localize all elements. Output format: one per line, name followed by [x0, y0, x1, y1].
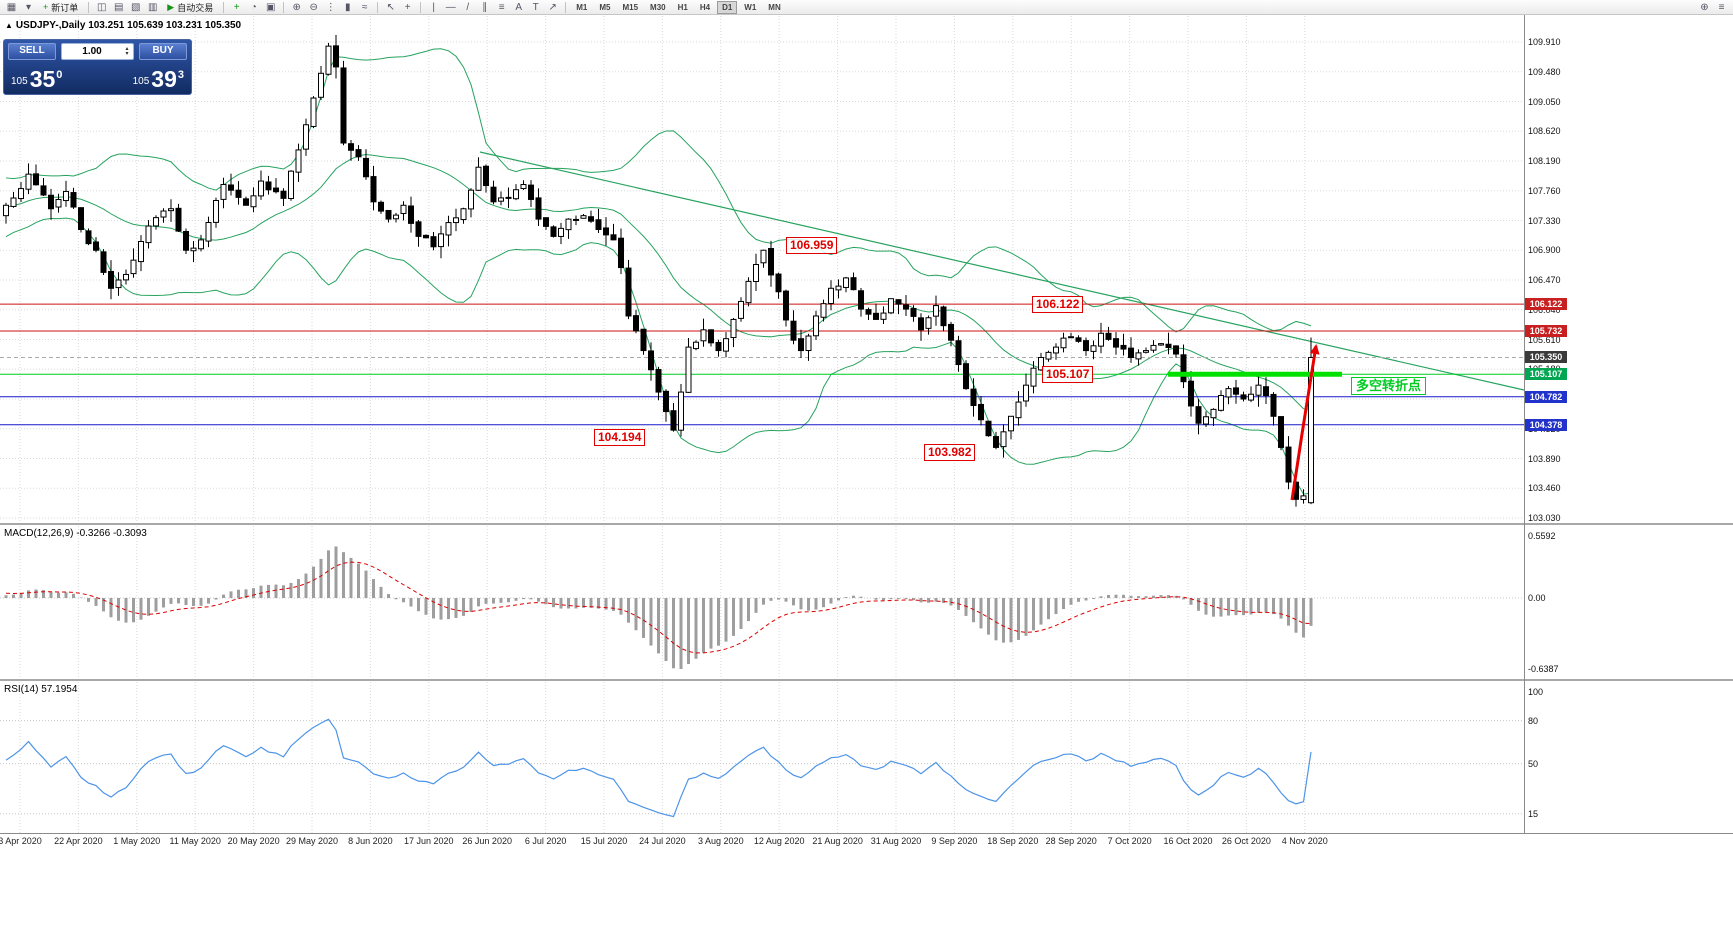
volume-spin-buttons[interactable]: ▴ ▾	[122, 45, 133, 57]
volume-up-icon[interactable]: ▴	[125, 45, 129, 52]
bar-chart-type-icon[interactable]: ⋮	[325, 1, 336, 13]
macd-name: MACD(12,26,9)	[4, 528, 74, 539]
new-chart-icon[interactable]: ▦	[6, 1, 17, 13]
chart-ohlc: 103.251 105.639 103.231 105.350	[88, 20, 242, 31]
sell-price-big: 35	[29, 66, 56, 92]
tile-windows-icon[interactable]: ◫	[97, 1, 107, 13]
macd-values: -0.3266 -0.3093	[76, 528, 147, 539]
volume-down-icon[interactable]: ▾	[125, 50, 129, 57]
auto-trading-button-icon: ▶	[167, 1, 175, 12]
market-watch-icon[interactable]: ▤	[114, 1, 124, 13]
new-order-button-icon: +	[43, 2, 49, 12]
timeframe-h1[interactable]: H1	[677, 2, 688, 12]
toolbar-separator	[377, 1, 379, 13]
sell-button[interactable]: SELL	[8, 43, 56, 60]
candle-chart-type-icon[interactable]: ▮	[344, 1, 351, 13]
navigator-icon[interactable]: ▧	[131, 1, 141, 13]
chart-dropdown-caret-icon[interactable]: ▾	[25, 1, 32, 13]
indicators-add-icon[interactable]: +	[233, 1, 240, 13]
rsi-value: 57.1954	[41, 684, 78, 695]
macd-indicator-label: MACD(12,26,9) -0.3266 -0.3093	[4, 528, 147, 539]
new-order-button-label: 新订单	[51, 2, 79, 13]
toolbar: ▦ ▾ + 新订单 ◫ ▤ ▧ ▥ ▶ 自动交易 + ◔ ▣ ⊕ ⊖ ⋮ ▮ ≈ ↖ + | — / ∥ ≡ A T ↗ M1 M5 M15…	[0, 0, 1733, 15]
cursor-icon[interactable]: ↖	[386, 1, 395, 13]
buy-price-pip: 3	[177, 69, 184, 81]
timeframe-m5[interactable]: M5	[599, 2, 611, 12]
periods-icon[interactable]: ◔	[250, 1, 257, 13]
trendline-icon[interactable]: /	[466, 1, 470, 13]
sell-price-prefix: 105	[11, 76, 28, 87]
buy-price-prefix: 105	[132, 76, 150, 87]
timeframe-d1[interactable]: D1	[717, 0, 738, 14]
zoom-in-icon[interactable]: ⊕	[292, 1, 301, 13]
arrows-icon[interactable]: ↗	[548, 1, 557, 13]
new-order-button[interactable]: + 新订单	[38, 1, 83, 14]
templates-icon[interactable]: ▣	[265, 1, 276, 13]
rsi-name: RSI(14)	[4, 684, 39, 695]
price-axis-separator	[1524, 15, 1525, 834]
panel-separator-rsi[interactable]	[0, 679, 1733, 681]
chart-search-icon[interactable]: ⊕	[1700, 1, 1709, 13]
auto-trading-button-label: 自动交易	[177, 2, 214, 13]
sell-price-pip: 0	[56, 69, 63, 81]
chart-symbol: USDJPY-,Daily	[15, 20, 86, 31]
timeframe-w1[interactable]: W1	[744, 2, 757, 12]
chart-title: ▲ USDJPY-,Daily 103.251 105.639 103.231 1…	[5, 20, 241, 31]
fibonacci-icon[interactable]: ≡	[498, 1, 505, 13]
toolbar-separator	[223, 1, 225, 13]
line-chart-type-icon[interactable]: ≈	[361, 1, 368, 13]
buy-button[interactable]: BUY	[139, 43, 187, 60]
toolbar-separator	[88, 1, 90, 13]
zoom-out-icon[interactable]: ⊖	[309, 1, 318, 13]
toolbar-separator	[565, 1, 567, 13]
text-icon[interactable]: A	[515, 1, 523, 13]
timeframe-m1[interactable]: M1	[576, 2, 588, 12]
vertical-line-icon[interactable]: |	[432, 1, 436, 13]
panel-separator-macd[interactable]	[0, 523, 1733, 525]
timeframe-mn[interactable]: MN	[768, 2, 781, 12]
timeframe-m30[interactable]: M30	[650, 2, 666, 12]
label-icon[interactable]: T	[532, 1, 539, 13]
buy-price-big: 39	[151, 66, 177, 92]
buy-price: 105 39 3	[132, 66, 184, 92]
channel-icon[interactable]: ∥	[482, 1, 488, 13]
horizontal-line-icon[interactable]: —	[445, 1, 456, 13]
date-axis-separator	[0, 833, 1733, 834]
toolbar-separator	[283, 1, 285, 13]
sell-price: 105 35 0	[11, 66, 63, 92]
terminal-icon[interactable]: ▥	[148, 1, 158, 13]
volume-input[interactable]: 1.00	[82, 46, 102, 57]
one-click-trading-panel: SELL 1.00 ▴ ▾ BUY 105 35 0 105 39 3	[3, 39, 192, 95]
menu-icon[interactable]: ≡	[1718, 1, 1725, 13]
volume-stepper[interactable]: 1.00 ▴ ▾	[61, 43, 134, 60]
timeframe-h4[interactable]: H4	[699, 2, 711, 12]
crosshair-icon[interactable]: +	[404, 1, 411, 13]
timeframe-m15[interactable]: M15	[622, 2, 639, 12]
toolbar-separator	[420, 1, 422, 13]
auto-trading-button[interactable]: ▶ 自动交易	[162, 1, 218, 14]
one-click-collapse-icon[interactable]: ▲	[5, 21, 13, 30]
rsi-indicator-label: RSI(14) 57.1954	[4, 684, 77, 695]
